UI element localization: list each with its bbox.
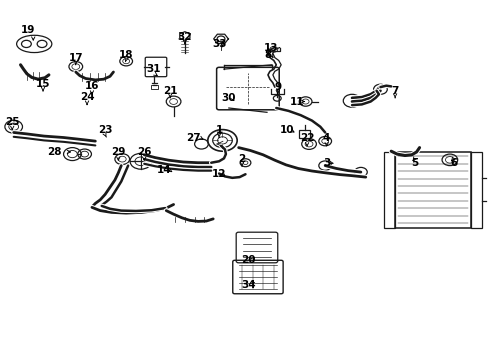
Text: 29: 29 (111, 147, 125, 157)
Text: 26: 26 (137, 147, 151, 157)
Bar (384, 152, 394, 228)
Text: 10: 10 (280, 125, 294, 135)
Text: 9: 9 (274, 82, 281, 92)
Text: 23: 23 (98, 125, 112, 135)
Text: 8: 8 (264, 50, 271, 60)
Bar (299, 130, 309, 138)
Text: 15: 15 (36, 78, 50, 89)
Text: 19: 19 (21, 24, 36, 35)
Text: 14: 14 (156, 165, 171, 175)
Text: 7: 7 (390, 86, 398, 96)
Text: 12: 12 (211, 168, 226, 179)
Text: 2: 2 (238, 154, 245, 164)
Text: 3: 3 (323, 158, 329, 168)
Text: 34: 34 (241, 280, 255, 290)
Text: 13: 13 (264, 42, 278, 53)
Text: 18: 18 (119, 50, 133, 60)
Bar (470, 152, 481, 228)
Text: 17: 17 (68, 53, 83, 63)
Text: 27: 27 (185, 132, 200, 143)
Text: 1: 1 (215, 125, 222, 135)
Text: 20: 20 (241, 255, 255, 265)
Text: 31: 31 (146, 64, 161, 74)
Text: 6: 6 (449, 158, 456, 168)
Text: 22: 22 (299, 132, 314, 143)
Text: 28: 28 (47, 147, 62, 157)
Text: 25: 25 (5, 117, 20, 127)
Text: 32: 32 (177, 32, 192, 42)
Text: 16: 16 (84, 81, 99, 91)
Text: 33: 33 (211, 39, 226, 49)
Text: 11: 11 (289, 96, 304, 107)
Bar (150, 85, 158, 89)
Text: 4: 4 (322, 132, 330, 143)
Text: 21: 21 (163, 86, 177, 96)
Text: 5: 5 (410, 158, 417, 168)
Text: 24: 24 (80, 92, 94, 102)
Text: 30: 30 (221, 93, 236, 103)
Bar (394, 152, 470, 228)
